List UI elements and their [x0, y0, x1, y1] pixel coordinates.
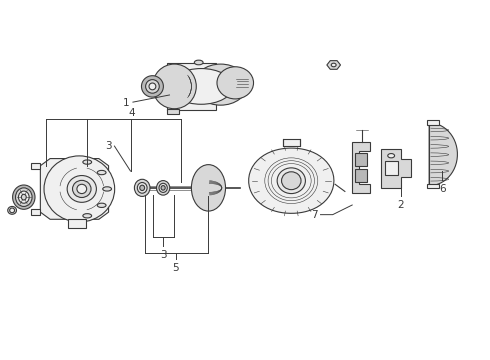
Polygon shape	[167, 63, 216, 110]
Ellipse shape	[194, 64, 247, 105]
Ellipse shape	[388, 154, 394, 158]
Polygon shape	[283, 139, 300, 146]
Bar	[167, 109, 179, 114]
Ellipse shape	[98, 170, 106, 175]
Polygon shape	[40, 158, 109, 219]
Text: 7: 7	[311, 210, 318, 220]
Ellipse shape	[77, 184, 87, 194]
Ellipse shape	[134, 179, 150, 197]
Ellipse shape	[22, 194, 26, 200]
Ellipse shape	[83, 213, 92, 218]
Ellipse shape	[170, 68, 233, 104]
Ellipse shape	[217, 67, 253, 99]
Bar	[355, 169, 367, 182]
Ellipse shape	[137, 183, 147, 193]
Ellipse shape	[16, 188, 32, 206]
Text: 3: 3	[160, 249, 167, 260]
Ellipse shape	[67, 176, 97, 202]
Polygon shape	[68, 219, 86, 228]
Polygon shape	[352, 143, 370, 193]
Bar	[355, 153, 367, 166]
Ellipse shape	[159, 183, 167, 192]
Text: 5: 5	[172, 263, 179, 273]
Text: 3: 3	[105, 141, 112, 151]
Polygon shape	[427, 184, 439, 188]
Ellipse shape	[192, 165, 225, 211]
Bar	[138, 184, 145, 192]
Polygon shape	[30, 163, 40, 169]
Text: 6: 6	[439, 184, 445, 194]
Ellipse shape	[44, 156, 115, 222]
Ellipse shape	[8, 206, 17, 214]
Ellipse shape	[277, 168, 305, 194]
Ellipse shape	[98, 203, 106, 207]
Ellipse shape	[19, 191, 29, 203]
Ellipse shape	[146, 80, 159, 93]
Polygon shape	[249, 148, 334, 213]
Ellipse shape	[149, 83, 156, 90]
Ellipse shape	[156, 181, 170, 195]
Ellipse shape	[140, 185, 145, 190]
Ellipse shape	[142, 76, 163, 97]
Bar	[385, 161, 398, 175]
Ellipse shape	[10, 208, 15, 213]
Ellipse shape	[83, 160, 92, 164]
Ellipse shape	[331, 63, 336, 67]
Ellipse shape	[195, 60, 203, 65]
Ellipse shape	[13, 185, 35, 209]
Text: 2: 2	[397, 200, 404, 210]
Text: 4: 4	[129, 108, 135, 118]
Polygon shape	[427, 120, 439, 125]
Polygon shape	[429, 123, 457, 186]
Text: 1: 1	[123, 98, 130, 108]
Ellipse shape	[161, 186, 165, 190]
Ellipse shape	[103, 187, 112, 191]
Ellipse shape	[152, 64, 196, 109]
Polygon shape	[30, 208, 40, 215]
Polygon shape	[381, 149, 411, 188]
Ellipse shape	[73, 180, 91, 198]
Ellipse shape	[282, 172, 301, 190]
